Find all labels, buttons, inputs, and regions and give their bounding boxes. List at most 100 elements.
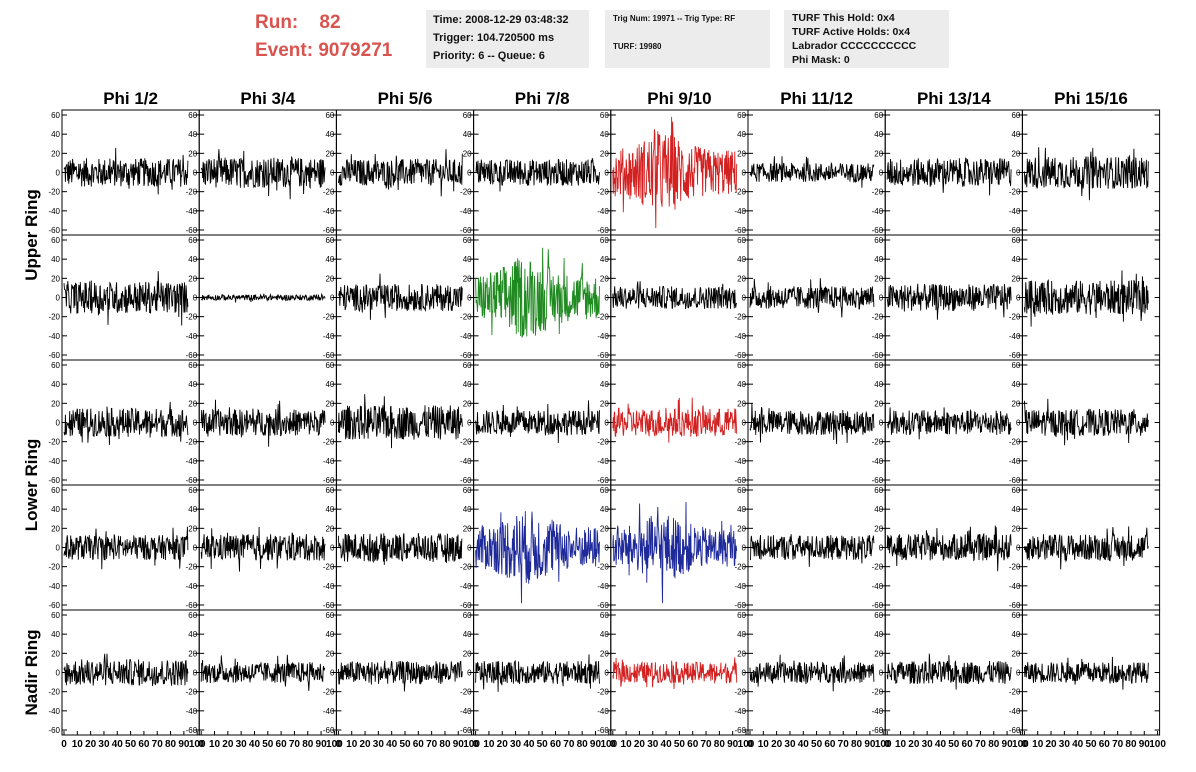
x-tick-label: 10 xyxy=(346,739,358,750)
y-tick-label: 40 xyxy=(325,630,334,639)
x-tick-label: 90 xyxy=(178,739,190,750)
y-tick-label: 20 xyxy=(737,649,746,658)
y-tick-label: -60 xyxy=(872,726,884,735)
y-tick-label: -20 xyxy=(734,688,746,697)
waveform-trace xyxy=(886,283,1012,320)
waveform-trace xyxy=(200,654,326,691)
y-tick-label: 40 xyxy=(463,505,472,514)
time-info-box: Time: 2008-12-29 03:48:32 Trigger: 104.7… xyxy=(426,10,589,68)
y-tick-label: 60 xyxy=(737,611,746,620)
event-header: Run: 82 Event: 9079271 Time: 2008-12-29 … xyxy=(0,0,1196,80)
x-tick-label: 10 xyxy=(621,739,633,750)
y-tick-label: 60 xyxy=(188,486,197,495)
y-tick-label: -60 xyxy=(1009,726,1021,735)
column-label: Phi 5/6 xyxy=(378,89,433,108)
x-tick-label: 20 xyxy=(85,739,97,750)
y-tick-label: -60 xyxy=(734,351,746,360)
x-tick-label: 70 xyxy=(1112,739,1124,750)
y-tick-label: -20 xyxy=(48,688,60,697)
waveform-panel: 60 40 20 0 -20 -40 -60 xyxy=(597,609,749,736)
y-tick-label: 60 xyxy=(737,486,746,495)
y-tick-label: 0 xyxy=(56,294,61,303)
x-tick-label: 10 xyxy=(758,739,770,750)
y-tick-label: 0 xyxy=(604,169,609,178)
y-tick-label: -60 xyxy=(460,351,472,360)
x-tick-label: 0 xyxy=(610,739,616,750)
x-tick-label: 10 xyxy=(72,739,84,750)
y-tick-label: 20 xyxy=(1011,524,1020,533)
y-tick-label: 20 xyxy=(737,274,746,283)
y-tick-label: -60 xyxy=(323,351,335,360)
y-tick-label: 20 xyxy=(325,274,334,283)
turf-info-box: TURF This Hold: 0x4 TURF Active Holds: 0… xyxy=(784,10,949,68)
y-tick-label: 0 xyxy=(467,294,472,303)
waveform-panel: 60 40 20 0 -20 -40 -60 xyxy=(597,484,749,611)
y-tick-label: 60 xyxy=(874,486,883,495)
x-tick-label: 50 xyxy=(674,739,686,750)
y-tick-label: 60 xyxy=(188,611,197,620)
waveform-panel: 60 40 20 0 -20 -40 -60 xyxy=(460,234,612,361)
phi-mask-text: Phi Mask: 0 xyxy=(792,54,850,66)
y-tick-label: 20 xyxy=(600,649,609,658)
y-tick-label: 0 xyxy=(193,419,198,428)
y-tick-label: 40 xyxy=(51,380,60,389)
y-tick-label: -60 xyxy=(323,726,335,735)
y-tick-label: -40 xyxy=(186,457,198,466)
y-tick-label: -60 xyxy=(597,601,609,610)
waveform-trace xyxy=(749,534,875,567)
y-tick-label: -20 xyxy=(1009,563,1021,572)
y-tick-label: 0 xyxy=(330,669,335,678)
x-tick-label: 100 xyxy=(326,739,343,750)
y-tick-label: -60 xyxy=(460,226,472,235)
waveform-trace xyxy=(475,400,600,444)
y-tick-label: 60 xyxy=(325,361,334,370)
y-tick-label: 60 xyxy=(737,111,746,120)
y-tick-label: -40 xyxy=(323,457,335,466)
y-tick-label: 0 xyxy=(193,294,198,303)
y-tick-label: 40 xyxy=(737,505,746,514)
waveform-trace xyxy=(887,407,1012,440)
y-tick-label: -20 xyxy=(597,688,609,697)
y-tick-label: -20 xyxy=(1009,438,1021,447)
y-tick-label: -40 xyxy=(872,207,884,216)
y-tick-label: -40 xyxy=(323,332,335,341)
event-readout: Event: 9079271 xyxy=(255,40,392,62)
y-tick-label: -40 xyxy=(48,457,60,466)
waveform-panel: 60 40 20 0 -20 -40 -60 xyxy=(1009,234,1161,361)
y-tick-label: 0 xyxy=(467,169,472,178)
y-tick-label: -40 xyxy=(460,207,472,216)
y-tick-label: 20 xyxy=(874,399,883,408)
y-tick-label: -20 xyxy=(460,563,472,572)
y-tick-label: -20 xyxy=(323,438,335,447)
y-tick-label: 60 xyxy=(463,111,472,120)
y-tick-label: -60 xyxy=(460,601,472,610)
waveform-trace xyxy=(1023,147,1149,201)
y-tick-label: -20 xyxy=(872,688,884,697)
y-tick-label: -60 xyxy=(734,601,746,610)
x-tick-label: 20 xyxy=(497,739,509,750)
y-tick-label: -40 xyxy=(734,582,746,591)
waveform-trace xyxy=(886,157,1012,196)
run-label: Run: xyxy=(255,12,299,33)
labrador-text: Labrador CCCCCCCCCC xyxy=(792,40,917,52)
waveform-trace xyxy=(612,657,738,690)
waveform-panel: 60 40 20 0 -20 -40 -60 xyxy=(872,109,1023,236)
x-tick-label: 30 xyxy=(784,739,796,750)
y-tick-label: 0 xyxy=(604,544,609,553)
y-tick-label: 20 xyxy=(874,149,883,158)
y-tick-label: 40 xyxy=(1011,630,1020,639)
y-tick-label: -20 xyxy=(48,188,60,197)
column-label: Phi 15/16 xyxy=(1054,89,1128,108)
y-tick-label: 40 xyxy=(188,130,197,139)
y-tick-label: -60 xyxy=(872,476,884,485)
y-tick-label: -40 xyxy=(734,332,746,341)
y-tick-label: 20 xyxy=(463,274,472,283)
waveform-panel: 60 40 20 0 -20 -40 -60 xyxy=(323,484,475,611)
y-tick-label: -60 xyxy=(734,726,746,735)
y-tick-label: 60 xyxy=(51,361,60,370)
waveform-panel: 60 40 20 0 -20 -40 -60 xyxy=(460,484,612,611)
waveform-panel: 60 40 20 0 -20 -40 -60 xyxy=(734,484,886,611)
y-tick-label: -40 xyxy=(734,207,746,216)
x-tick-label: 60 xyxy=(824,739,836,750)
y-tick-label: 0 xyxy=(193,544,198,553)
